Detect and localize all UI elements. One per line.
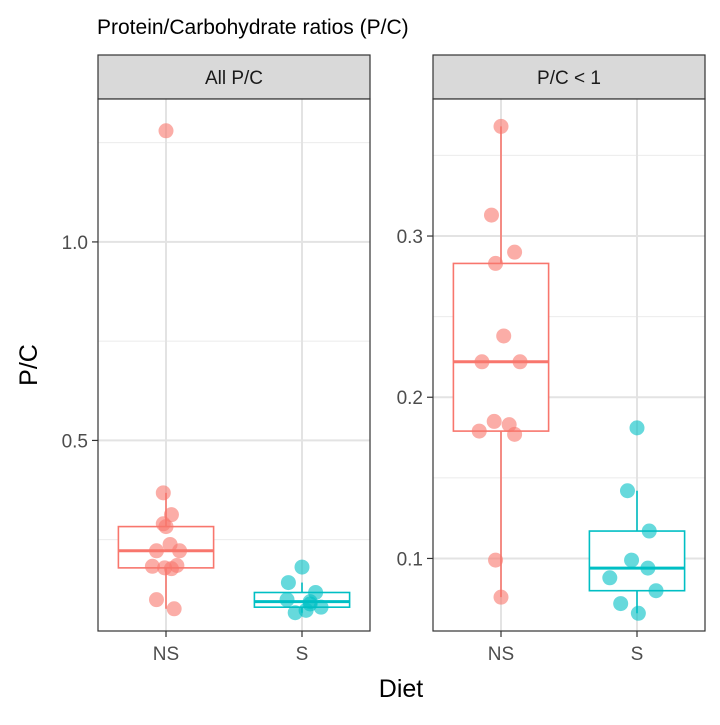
data-point: [493, 118, 509, 134]
data-point: [483, 207, 499, 223]
data-point: [148, 543, 164, 559]
panel-all-pc: All P/C 0.5 1.0 NS S: [62, 54, 371, 665]
data-point: [172, 543, 188, 559]
data-point: [488, 552, 504, 568]
data-point: [294, 559, 310, 575]
data-point: [630, 605, 646, 621]
strip-all-pc: [97, 54, 371, 100]
x-tick-label: NS: [488, 644, 514, 665]
data-point: [507, 426, 523, 442]
x-axis-pc-lt-1: NS S: [488, 631, 644, 665]
data-point: [613, 596, 629, 612]
y-axis-title: P/C: [15, 344, 43, 386]
points-all-pc: [144, 123, 329, 621]
data-point: [629, 420, 645, 436]
data-point: [488, 255, 504, 271]
data-point: [155, 485, 171, 501]
data-point: [486, 413, 502, 429]
panel-border-pc-lt-1: [432, 98, 706, 632]
data-point: [474, 354, 490, 370]
data-point: [619, 483, 635, 499]
data-point: [144, 558, 160, 574]
strip-label-all-pc: All P/C: [205, 68, 263, 89]
y-tick-label: 0.2: [397, 388, 423, 409]
strip-label-pc-lt-1: P/C < 1: [537, 68, 601, 89]
data-point: [163, 561, 179, 577]
data-point: [166, 601, 182, 617]
y-axis-all-pc: 0.5 1.0: [62, 233, 98, 452]
strip-pc-lt-1: [432, 54, 706, 100]
data-point: [602, 570, 618, 586]
panel-border-all-pc: [97, 98, 371, 632]
data-point: [158, 519, 174, 535]
y-tick-label: 0.1: [397, 549, 423, 570]
x-tick-label: NS: [153, 644, 179, 665]
panel-pc-lt-1: P/C < 1 0.1 0.2 0.3 NS S: [397, 54, 706, 665]
data-point: [280, 575, 296, 591]
y-tick-label: 0.3: [397, 227, 423, 248]
data-point: [279, 592, 295, 608]
data-point: [640, 560, 656, 576]
data-point: [148, 592, 164, 608]
y-tick-label: 0.5: [62, 431, 88, 452]
x-axis-all-pc: NS S: [153, 631, 309, 665]
x-axis-title: Diet: [379, 675, 424, 703]
data-point: [512, 354, 528, 370]
data-point: [287, 605, 303, 621]
x-tick-label: S: [296, 644, 309, 665]
data-point: [648, 583, 664, 599]
y-tick-label: 1.0: [62, 233, 88, 254]
x-tick-label: S: [631, 644, 644, 665]
chart-title: Protein/Carbohydrate ratios (P/C): [97, 16, 409, 39]
box-iqr: [452, 262, 550, 432]
data-point: [496, 328, 512, 344]
data-point: [313, 599, 329, 615]
points-pc-lt-1: [471, 118, 664, 621]
data-point: [507, 244, 523, 260]
data-point: [471, 423, 487, 439]
data-point: [624, 552, 640, 568]
data-point: [641, 523, 657, 539]
data-point: [158, 123, 174, 139]
data-point: [493, 589, 509, 605]
y-axis-pc-lt-1: 0.1 0.2 0.3: [397, 227, 433, 570]
